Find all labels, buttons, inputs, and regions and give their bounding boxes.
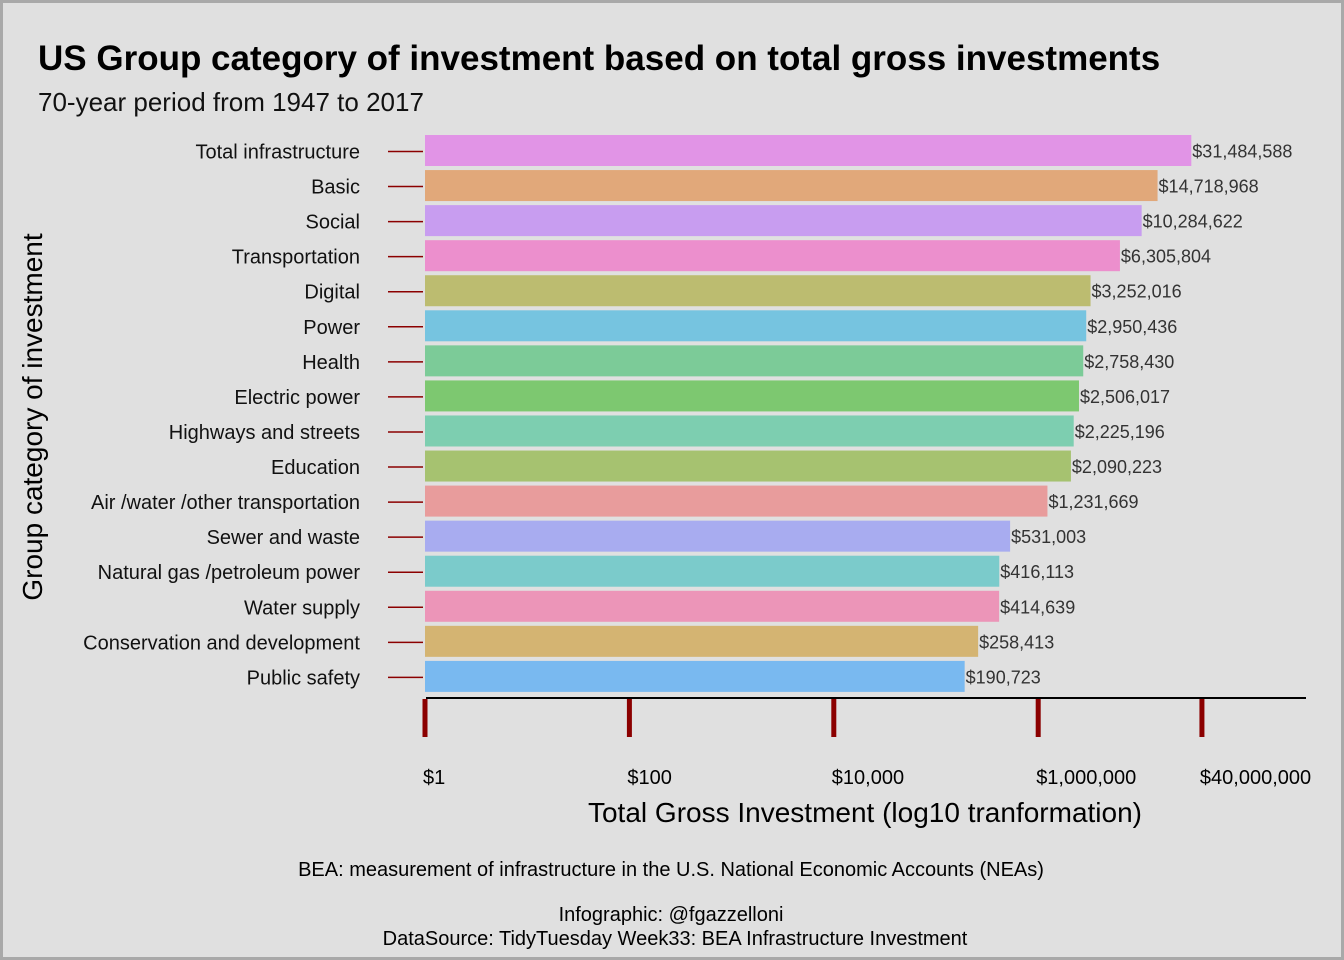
bars-layer: Total infrastructure $31,484,588 Basic $14,… (83, 135, 1292, 692)
bar (425, 240, 1120, 272)
data-label: $2,758,430 (1084, 352, 1174, 372)
bar (425, 415, 1074, 447)
category-label: Conservation and development (83, 632, 360, 654)
category-label: Basic (311, 177, 360, 199)
category-label: Sewer and waste (207, 527, 360, 549)
x-tick-label: $100 (627, 767, 672, 789)
category-label: Natural gas /petroleum power (98, 562, 361, 584)
x-tick-mark (1199, 699, 1205, 737)
bar (425, 450, 1071, 482)
category-label: Highways and streets (169, 422, 360, 444)
bar (425, 275, 1091, 307)
data-label: $258,413 (979, 632, 1054, 652)
bar (425, 520, 1011, 552)
bar (425, 625, 979, 657)
bar (425, 590, 1000, 622)
category-label: Transportation (232, 247, 360, 269)
data-label: $3,252,016 (1092, 282, 1182, 302)
data-label: $531,003 (1011, 527, 1086, 547)
x-tick-label: $40,000,000 (1200, 767, 1311, 789)
x-tick-label: $1,000,000 (1036, 767, 1136, 789)
bar (425, 205, 1142, 237)
category-label: Health (302, 352, 360, 374)
bar (425, 170, 1158, 202)
x-axis-ticks: $1 $100 $10,000 $1,000,000 $40,000,000 (422, 699, 1311, 789)
data-label: $31,484,588 (1192, 142, 1292, 162)
category-label: Social (306, 212, 360, 234)
data-label: $414,639 (1000, 597, 1075, 617)
bar-chart: US Group category of investment based on… (17, 39, 1311, 950)
data-label: $416,113 (1000, 562, 1074, 582)
data-label: $14,718,968 (1159, 177, 1259, 197)
category-label: Digital (304, 282, 360, 304)
chart-subtitle: 70-year period from 1947 to 2017 (38, 87, 424, 117)
x-tick-mark (831, 699, 837, 737)
data-label: $2,090,223 (1072, 457, 1162, 477)
data-label: $2,506,017 (1080, 387, 1170, 407)
chart-background: US Group category of investment based on… (3, 3, 1341, 957)
y-axis-title: Group category of investment (17, 233, 48, 601)
data-label: $190,723 (966, 667, 1041, 687)
data-label: $10,284,622 (1143, 212, 1243, 232)
category-label: Power (303, 317, 360, 339)
bar (425, 310, 1087, 342)
category-label: Public safety (247, 667, 360, 689)
bar (425, 485, 1048, 517)
caption-author: Infographic: @fgazzelloni (559, 904, 784, 926)
x-tick-mark (1035, 699, 1041, 737)
bar (425, 555, 1000, 587)
bar (425, 345, 1084, 377)
bar (425, 380, 1079, 412)
bar (425, 660, 965, 692)
category-label: Air /water /other transportation (91, 492, 360, 514)
x-tick-label: $10,000 (832, 767, 904, 789)
data-label: $2,225,196 (1075, 422, 1165, 442)
data-label: $1,231,669 (1048, 492, 1138, 512)
category-label: Electric power (234, 387, 360, 409)
chart-title: US Group category of investment based on… (38, 39, 1160, 78)
bar (425, 135, 1192, 166)
category-label: Total infrastructure (195, 142, 360, 164)
x-axis-title: Total Gross Investment (log10 tranformat… (588, 797, 1142, 828)
x-tick-label: $1 (423, 767, 445, 789)
category-label: Water supply (244, 597, 360, 619)
x-tick-mark (626, 699, 632, 737)
caption-datasource: DataSource: TidyTuesday Week33: BEA Infr… (383, 928, 968, 950)
caption-source-note: BEA: measurement of infrastructure in th… (298, 859, 1044, 881)
data-label: $6,305,804 (1121, 247, 1211, 267)
x-tick-mark (422, 699, 428, 737)
data-label: $2,950,436 (1087, 317, 1177, 337)
category-label: Education (271, 457, 360, 479)
